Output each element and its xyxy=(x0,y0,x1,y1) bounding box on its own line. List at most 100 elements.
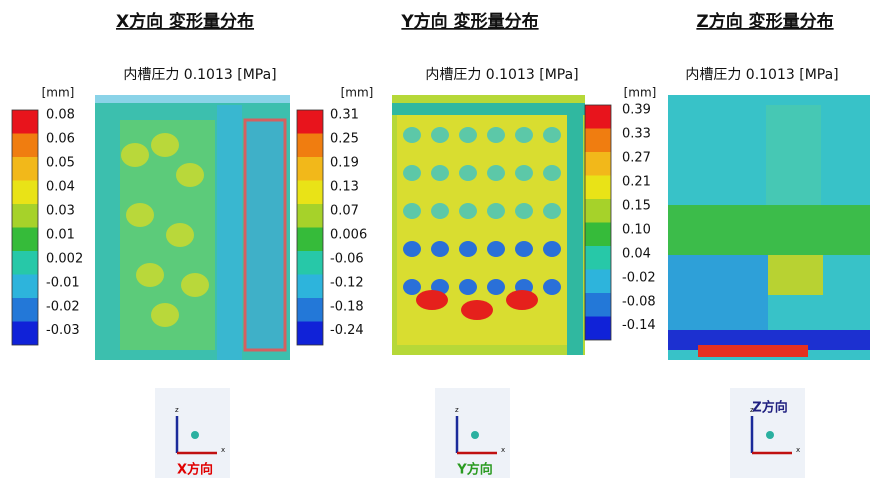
contour-blob xyxy=(543,127,561,143)
contour-blob xyxy=(487,203,505,219)
legend-label: 0.13 xyxy=(330,179,359,194)
legend-label: 0.21 xyxy=(622,174,651,189)
contour-image xyxy=(668,95,870,360)
axis-sphere xyxy=(766,431,774,439)
panel-title: Y方向 変形量分布 xyxy=(400,11,538,32)
legend-label: 0.002 xyxy=(46,251,83,266)
legend-label: 0.33 xyxy=(622,126,651,141)
right-wall xyxy=(243,118,287,352)
contour-blob xyxy=(151,303,179,327)
band-green xyxy=(668,205,870,255)
legend-band xyxy=(585,316,611,340)
contour-blob xyxy=(136,263,164,287)
contour-blob xyxy=(403,241,421,257)
legend-band xyxy=(585,199,611,223)
legend-band xyxy=(297,204,323,228)
legend-band xyxy=(297,227,323,251)
legend-label: 0.04 xyxy=(46,179,75,194)
contour-blob xyxy=(543,241,561,257)
legend-band xyxy=(12,110,38,134)
axis-z-label: z xyxy=(175,406,179,414)
contour-blob xyxy=(459,241,477,257)
band-blue xyxy=(668,255,768,330)
legend-label: -0.08 xyxy=(622,294,656,309)
legend-band xyxy=(12,274,38,298)
contour-blob xyxy=(506,290,538,310)
contour-blob xyxy=(181,273,209,297)
legend-label: 0.31 xyxy=(330,108,359,123)
contour-blob xyxy=(416,290,448,310)
legend-label: 0.07 xyxy=(330,203,359,218)
contour-blob xyxy=(403,203,421,219)
contour-image xyxy=(392,95,585,355)
axis-direction-label: X方向 xyxy=(177,462,213,478)
contour-blob xyxy=(543,165,561,181)
contour-blob xyxy=(176,163,204,187)
legend-label: 0.27 xyxy=(622,150,651,165)
contour-blob xyxy=(166,223,194,247)
legend-frame xyxy=(11,109,39,346)
legend-label: -0.02 xyxy=(622,270,656,285)
panel-subtitle: 内槽圧力 0.1013 [MPa] xyxy=(685,67,838,83)
legend-band xyxy=(12,321,38,345)
legend-frame xyxy=(296,109,324,346)
panel-subtitle: 内槽圧力 0.1013 [MPa] xyxy=(123,67,276,83)
contour-blob xyxy=(461,300,493,320)
top-rim xyxy=(95,95,290,103)
legend-band xyxy=(297,321,323,345)
legend-band xyxy=(585,246,611,270)
legend-band xyxy=(585,175,611,199)
axis-sphere xyxy=(191,431,199,439)
axis-x-label: x xyxy=(796,446,800,454)
legend-label: 0.01 xyxy=(46,227,75,242)
legend-unit: [mm] xyxy=(341,86,374,100)
legend-label: 0.10 xyxy=(622,222,651,237)
contour-blob xyxy=(459,203,477,219)
legend-unit: [mm] xyxy=(42,86,75,100)
contour-blob xyxy=(431,127,449,143)
legend-band xyxy=(12,227,38,251)
legend-label: 0.39 xyxy=(622,103,651,118)
contour-blob xyxy=(459,127,477,143)
contour-blob xyxy=(515,203,533,219)
contour-blob xyxy=(403,127,421,143)
axis-icon: z x X方向 xyxy=(155,388,230,478)
contour-blob xyxy=(403,165,421,181)
legend-band xyxy=(297,251,323,275)
legend-band xyxy=(297,180,323,204)
legend-band xyxy=(297,298,323,322)
contour-blob xyxy=(487,127,505,143)
legend-label: 0.19 xyxy=(330,155,359,170)
legend-label: 0.15 xyxy=(622,198,651,213)
legend-band xyxy=(585,222,611,246)
legend-label: -0.14 xyxy=(622,318,656,333)
legend-band xyxy=(12,157,38,181)
legend-label: -0.24 xyxy=(330,323,364,338)
legend-label: -0.12 xyxy=(330,275,364,290)
legend-label: -0.01 xyxy=(46,275,80,290)
axis-z-label: z xyxy=(750,406,754,414)
contour-blob xyxy=(431,241,449,257)
axis-direction-label: Y方向 xyxy=(456,462,492,478)
legend-band xyxy=(585,105,611,129)
band-red xyxy=(698,345,808,357)
legend-label: 0.006 xyxy=(330,227,367,242)
legend-band xyxy=(585,269,611,293)
axis-sphere xyxy=(471,431,479,439)
legend-band xyxy=(585,293,611,317)
contour-blob xyxy=(515,241,533,257)
contour-blob xyxy=(487,279,505,295)
legend-band xyxy=(585,128,611,152)
legend-label: 0.08 xyxy=(46,108,75,123)
legend-band xyxy=(585,152,611,176)
legend-label: 0.05 xyxy=(46,155,75,170)
contour-blob xyxy=(121,143,149,167)
legend-label: -0.02 xyxy=(46,299,80,314)
legend-band xyxy=(12,204,38,228)
axis-x-label: x xyxy=(221,446,225,454)
axis-icon: z x Z方向 xyxy=(730,388,805,478)
contour-blob xyxy=(459,165,477,181)
contour-blob xyxy=(126,203,154,227)
axis-z-label: z xyxy=(455,406,459,414)
